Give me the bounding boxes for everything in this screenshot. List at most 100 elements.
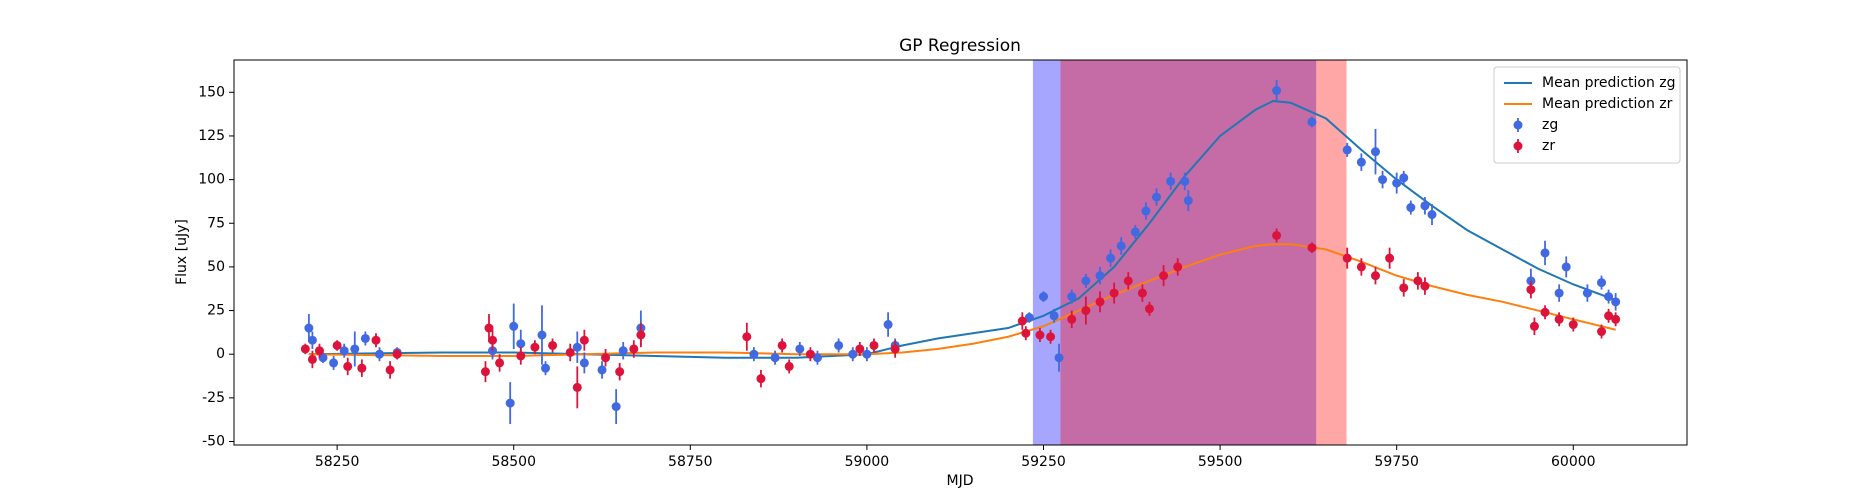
data-point bbox=[548, 340, 558, 350]
mean-line bbox=[308, 243, 1616, 357]
data-point bbox=[1604, 292, 1614, 302]
legend-swatch bbox=[1513, 120, 1523, 130]
data-point bbox=[1420, 201, 1430, 211]
data-point bbox=[869, 340, 879, 350]
data-point bbox=[1081, 306, 1091, 316]
data-point bbox=[855, 344, 865, 354]
data-point bbox=[516, 351, 526, 361]
data-point bbox=[1540, 307, 1550, 317]
y-tick-label: 25 bbox=[207, 303, 225, 319]
y-tick-label: 100 bbox=[198, 172, 225, 188]
data-point bbox=[1356, 262, 1366, 272]
data-point bbox=[1597, 278, 1607, 288]
data-point bbox=[784, 361, 794, 371]
data-point bbox=[1173, 262, 1183, 272]
data-point bbox=[1554, 288, 1564, 298]
legend-label: zr bbox=[1542, 138, 1555, 154]
data-point bbox=[812, 353, 822, 363]
data-point bbox=[1307, 243, 1317, 253]
data-point bbox=[329, 358, 339, 368]
data-point bbox=[565, 347, 575, 357]
data-point bbox=[1356, 157, 1366, 167]
data-point bbox=[1130, 227, 1140, 237]
data-point bbox=[1604, 311, 1614, 321]
data-point bbox=[1554, 314, 1564, 324]
data-point bbox=[300, 344, 310, 354]
y-tick-label: -50 bbox=[202, 434, 225, 450]
data-point bbox=[314, 346, 324, 356]
data-point bbox=[392, 349, 402, 359]
data-point bbox=[1385, 253, 1395, 263]
data-point bbox=[1017, 316, 1027, 326]
data-point bbox=[611, 402, 621, 412]
data-point bbox=[1392, 178, 1402, 188]
data-point bbox=[1152, 192, 1162, 202]
legend-label: Mean prediction zr bbox=[1542, 96, 1673, 112]
data-point bbox=[1106, 253, 1116, 263]
data-point bbox=[1399, 283, 1409, 293]
legend-label: Mean prediction zg bbox=[1542, 75, 1676, 91]
legend-swatch bbox=[1513, 141, 1523, 151]
data-point bbox=[1095, 297, 1105, 307]
data-point bbox=[505, 398, 515, 408]
y-tick-label: 150 bbox=[198, 84, 225, 100]
data-point bbox=[1427, 210, 1437, 220]
data-point bbox=[615, 367, 625, 377]
data-point bbox=[343, 361, 353, 371]
data-point bbox=[1611, 314, 1621, 324]
data-point bbox=[1597, 327, 1607, 337]
data-point bbox=[834, 340, 844, 350]
data-point bbox=[357, 363, 367, 373]
data-point bbox=[1561, 262, 1571, 272]
data-point bbox=[530, 342, 540, 352]
data-point bbox=[1035, 330, 1045, 340]
data-point bbox=[1370, 147, 1380, 157]
data-point bbox=[1081, 276, 1091, 286]
y-tick-label: 0 bbox=[216, 346, 225, 362]
x-tick-label: 59750 bbox=[1374, 454, 1419, 470]
data-point bbox=[1307, 117, 1317, 127]
data-point bbox=[579, 335, 589, 345]
data-point bbox=[1399, 173, 1409, 183]
data-point bbox=[1054, 353, 1064, 363]
data-point bbox=[742, 332, 752, 342]
data-point bbox=[484, 323, 494, 333]
data-point bbox=[1272, 230, 1282, 240]
data-point bbox=[1116, 241, 1126, 251]
data-point bbox=[1038, 292, 1048, 302]
data-point bbox=[318, 353, 328, 363]
data-point bbox=[805, 349, 815, 359]
data-point bbox=[890, 344, 900, 354]
legend-box bbox=[1493, 66, 1681, 164]
data-point bbox=[350, 344, 360, 354]
data-point bbox=[1144, 304, 1154, 314]
data-point bbox=[1166, 176, 1176, 186]
y-tick-label: 125 bbox=[198, 128, 225, 144]
data-point bbox=[1067, 314, 1077, 324]
y-tick-label: -25 bbox=[202, 390, 225, 406]
x-tick-label: 58750 bbox=[668, 454, 713, 470]
data-point bbox=[1420, 281, 1430, 291]
data-point bbox=[1159, 271, 1169, 281]
data-point bbox=[579, 358, 589, 368]
plot-area bbox=[300, 60, 1621, 445]
data-point bbox=[509, 321, 519, 331]
data-point bbox=[339, 346, 349, 356]
data-point bbox=[572, 382, 582, 392]
data-point bbox=[770, 353, 780, 363]
data-point bbox=[307, 335, 317, 345]
shaded-span bbox=[1060, 60, 1347, 445]
data-point bbox=[636, 330, 646, 340]
axes-frame bbox=[233, 59, 1688, 446]
data-point bbox=[572, 342, 582, 352]
legend-label: zg bbox=[1542, 117, 1558, 133]
data-point bbox=[488, 335, 498, 345]
data-point bbox=[1024, 313, 1034, 323]
data-point bbox=[307, 354, 317, 364]
data-point bbox=[1183, 196, 1193, 206]
data-point bbox=[1529, 321, 1539, 331]
data-point bbox=[1123, 276, 1133, 286]
mean-line bbox=[308, 100, 1617, 359]
data-point bbox=[1141, 206, 1151, 216]
